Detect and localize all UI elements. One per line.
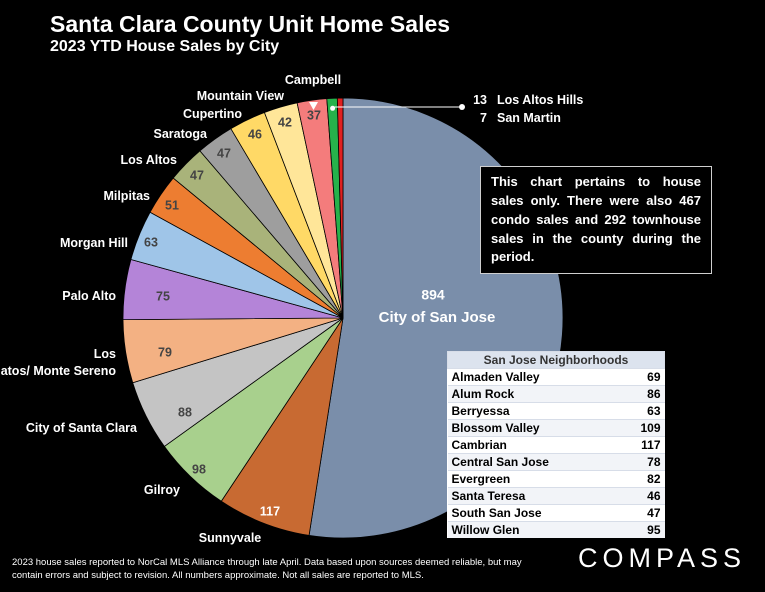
arrow-marker-icon [309,102,318,110]
neighborhood-table: San Jose Neighborhoods Almaden Valley 69 A… [447,351,665,538]
neighborhood-value: 63 [618,402,665,420]
slice-category-label: Los [94,347,116,361]
neighborhood-table-title: San Jose Neighborhoods [447,351,665,369]
slice-value-label: 75 [156,289,170,303]
slice-category-label: Morgan Hill [60,236,128,250]
neighborhood-value: 47 [618,504,665,522]
neighborhood-value: 69 [618,368,665,386]
table-row: Almaden Valley 69 [447,368,665,386]
slice-value-label: 13 [473,93,487,107]
neighborhood-name: Evergreen [447,470,619,488]
slice-category-label: Saratoga [154,127,209,141]
slice-category-label: Cupertino [183,107,242,121]
slice-value-label: 47 [190,168,204,182]
slice-category-label: Los Altos Hills [497,93,583,107]
neighborhood-name: Alum Rock [447,385,619,403]
table-row: Berryessa 63 [447,402,665,420]
slice-value-label: 88 [178,405,192,419]
leader-dot [459,104,465,110]
table-row: South San Jose 47 [447,504,665,522]
table-row: Cambrian 117 [447,436,665,454]
slice-value-label: 117 [260,504,280,518]
slice-value-label: 47 [217,146,231,160]
neighborhood-value: 46 [618,487,665,505]
neighborhood-name: Santa Teresa [447,487,619,505]
table-row: Evergreen 82 [447,470,665,488]
pie-slice-san-martin [336,97,344,319]
slice-category-label: Los Altos [121,153,178,167]
chart-title: Santa Clara County Unit Home Sales [50,11,451,37]
slice-value-label: 98 [192,462,206,476]
neighborhood-value: 82 [618,470,665,488]
slice-category-label: Campbell [285,73,341,87]
slice-value-label: 37 [307,108,321,122]
neighborhood-name: Cambrian [447,436,619,454]
neighborhood-name: Berryessa [447,402,619,420]
slice-value-label: 51 [165,198,179,212]
slice-value-label: 42 [278,115,292,129]
neighborhood-name: South San Jose [447,504,619,522]
slice-category-label: City of San Jose [379,309,496,326]
note-box: This chart pertains to house sales only.… [480,166,712,275]
neighborhood-name: Blossom Valley [447,419,619,437]
table-row: Willow Glen 95 [447,521,665,538]
neighborhood-value: 117 [618,436,665,454]
footer-disclaimer: 2023 house sales reported to NorCal MLS … [12,557,522,582]
slice-value-label: 894 [421,287,445,303]
neighborhood-value: 109 [618,419,665,437]
slice-category-label: Gatos/ Monte Sereno [0,364,116,378]
neighborhood-name: Almaden Valley [447,368,619,386]
table-row: Santa Teresa 46 [447,487,665,505]
table-row: Central San Jose 78 [447,453,665,471]
neighborhood-value: 78 [618,453,665,471]
slice-category-label: Sunnyvale [199,531,262,545]
neighborhood-value: 86 [618,385,665,403]
neighborhood-name: Central San Jose [447,453,619,471]
slice-category-label: Mountain View [197,89,285,103]
slice-value-label: 46 [248,127,262,141]
slice-category-label: Gilroy [144,483,180,497]
slice-value-label: 63 [144,235,158,249]
slice-category-label: San Martin [497,111,561,125]
slice-value-label: 79 [158,345,172,359]
compass-logo: COMPASS [578,543,747,573]
slice-category-label: Milpitas [103,189,150,203]
neighborhood-name: Willow Glen [447,521,619,538]
slice-category-label: Palo Alto [62,289,116,303]
leader-dot [330,105,336,111]
slice-value-label: 7 [480,111,487,125]
table-row: Alum Rock 86 [447,385,665,403]
chart-subtitle: 2023 YTD House Sales by City [50,38,280,55]
table-row: Blossom Valley 109 [447,419,665,437]
neighborhood-value: 95 [618,521,665,538]
slice-category-label: City of Santa Clara [26,421,138,435]
